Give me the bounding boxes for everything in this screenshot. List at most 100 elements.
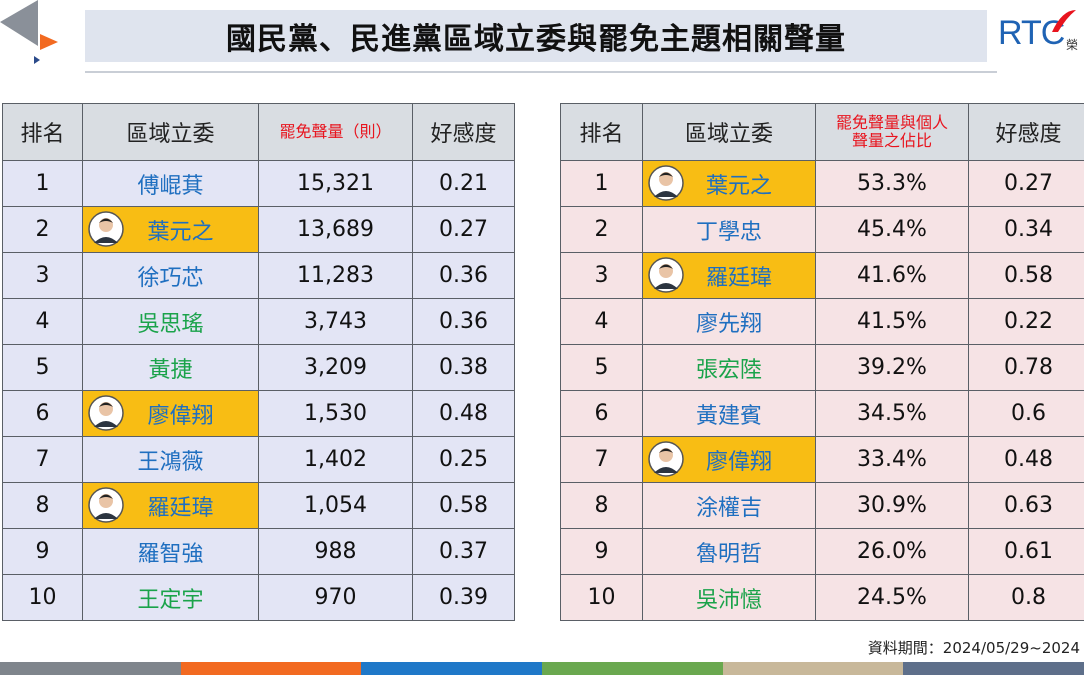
row: 10 吳沛憶 24.5% 0.8 <box>560 574 1084 621</box>
right-table: 排名 區域立委 罷免聲量與個人聲量之佔比 好感度 1 葉元之 53.3% 0.27 2 丁學忠 45… <box>560 103 1084 621</box>
column-header: 排名 <box>560 103 643 161</box>
cell-text: 0.63 <box>1004 493 1053 518</box>
row: 3 羅廷瑋 41.6% 0.58 <box>560 252 1084 299</box>
cell: 7 <box>2 436 83 483</box>
logo: RTC <box>998 14 1065 52</box>
cell-text: 2 <box>594 217 609 242</box>
cell: 0.6 <box>968 390 1084 437</box>
cell-text: 1,530 <box>304 401 367 426</box>
corner-decoration <box>0 0 58 64</box>
legislator-name: 涂權吉 <box>695 495 762 521</box>
cell-text: 4 <box>35 309 50 334</box>
column-header: 區域立委 <box>642 103 816 161</box>
cell: 0.34 <box>968 206 1084 253</box>
cell-text: 39.2% <box>857 355 927 380</box>
column-header-text: 罷免聲量（則） <box>279 122 392 141</box>
legislator-name: 吳思瑤 <box>137 311 204 337</box>
cell: 34.5% <box>815 390 969 437</box>
row: 5 黃捷 3,209 0.38 <box>2 344 515 391</box>
cell: 5 <box>560 344 643 391</box>
cell: 45.4% <box>815 206 969 253</box>
cell-text: 8 <box>594 493 609 518</box>
cell: 廖先翔 <box>642 298 816 345</box>
row: 9 羅智強 988 0.37 <box>2 528 515 575</box>
cell: 0.8 <box>968 574 1084 621</box>
legislator-name: 廖偉翔 <box>705 449 772 475</box>
cell-text: 1,402 <box>304 447 367 472</box>
title-bar: 國民黨、民進黨區域立委與罷免主題相關聲量 <box>85 10 987 62</box>
legislator-name: 吳沛憶 <box>695 587 762 613</box>
cell: 0.36 <box>412 252 515 299</box>
column-header: 罷免聲量與個人聲量之佔比 <box>815 103 969 161</box>
logo-swoosh <box>1052 10 1076 32</box>
legislator-name: 黃捷 <box>148 357 193 383</box>
avatar <box>648 257 684 293</box>
cell-text: 0.58 <box>1004 263 1053 288</box>
cell: 1,530 <box>258 390 413 437</box>
cell: 吳沛憶 <box>642 574 816 621</box>
cell: 1 <box>2 160 83 207</box>
column-header-text: 罷免聲量與個人聲量之佔比 <box>835 113 948 150</box>
row: 7 王鴻薇 1,402 0.25 <box>2 436 515 483</box>
cell-text: 0.36 <box>439 263 488 288</box>
cell: 39.2% <box>815 344 969 391</box>
cell: 10 <box>560 574 643 621</box>
cell: 1,402 <box>258 436 413 483</box>
avatar <box>648 441 684 477</box>
cell-text: 0.61 <box>1004 539 1053 564</box>
cell-text: 0.58 <box>439 493 488 518</box>
cell-text: 3 <box>35 263 50 288</box>
cell: 王鴻薇 <box>82 436 259 483</box>
cell: 0.27 <box>412 206 515 253</box>
cell: 30.9% <box>815 482 969 529</box>
cell: 葉元之 <box>82 206 259 253</box>
cell: 4 <box>560 298 643 345</box>
cell: 24.5% <box>815 574 969 621</box>
cell-text: 3 <box>594 263 609 288</box>
avatar <box>88 395 124 431</box>
cell-text: 4 <box>594 309 609 334</box>
cell-text: 1 <box>594 171 609 196</box>
cell: 黃捷 <box>82 344 259 391</box>
cell-text: 988 <box>314 539 357 564</box>
legislator-name: 徐巧芯 <box>137 265 204 291</box>
cell-text: 0.48 <box>439 401 488 426</box>
cell: 53.3% <box>815 160 969 207</box>
cell: 11,283 <box>258 252 413 299</box>
cell: 羅智強 <box>82 528 259 575</box>
legislator-name: 羅廷瑋 <box>705 265 772 291</box>
cell: 3,743 <box>258 298 413 345</box>
avatar <box>88 487 124 523</box>
cell-text: 15,321 <box>297 171 374 196</box>
column-header: 區域立委 <box>82 103 259 161</box>
logo-sub: 榮 <box>1066 38 1079 52</box>
cell: 張宏陸 <box>642 344 816 391</box>
cell-text: 9 <box>35 539 50 564</box>
cell-text: 1 <box>35 171 50 196</box>
legislator-name: 傅崐萁 <box>137 173 204 199</box>
cell-text: 6 <box>594 401 609 426</box>
column-header: 罷免聲量（則） <box>258 103 413 161</box>
row: 3 徐巧芯 11,283 0.36 <box>2 252 515 299</box>
cell: 王定宇 <box>82 574 259 621</box>
cell-text: 0.21 <box>439 171 488 196</box>
legislator-name: 廖偉翔 <box>147 403 214 429</box>
legislator-name: 張宏陸 <box>695 357 762 383</box>
cell-text: 0.48 <box>1004 447 1053 472</box>
cell: 黃建賓 <box>642 390 816 437</box>
cell-text: 5 <box>594 355 609 380</box>
cell: 8 <box>560 482 643 529</box>
cell-text: 3,743 <box>304 309 367 334</box>
left-table: 排名 區域立委 罷免聲量（則） 好感度 1 傅崐萁 15,321 0.21 2 葉元之 13,689… <box>2 103 515 621</box>
cell: 9 <box>560 528 643 575</box>
cell: 3,209 <box>258 344 413 391</box>
cell-text: 0.39 <box>439 585 488 610</box>
cell: 0.22 <box>968 298 1084 345</box>
legislator-name: 丁學忠 <box>695 219 762 245</box>
legislator-name: 黃建賓 <box>695 403 762 429</box>
cell: 羅廷瑋 <box>82 482 259 529</box>
cell: 葉元之 <box>642 160 816 207</box>
cell-text: 5 <box>35 355 50 380</box>
row: 1 傅崐萁 15,321 0.21 <box>2 160 515 207</box>
